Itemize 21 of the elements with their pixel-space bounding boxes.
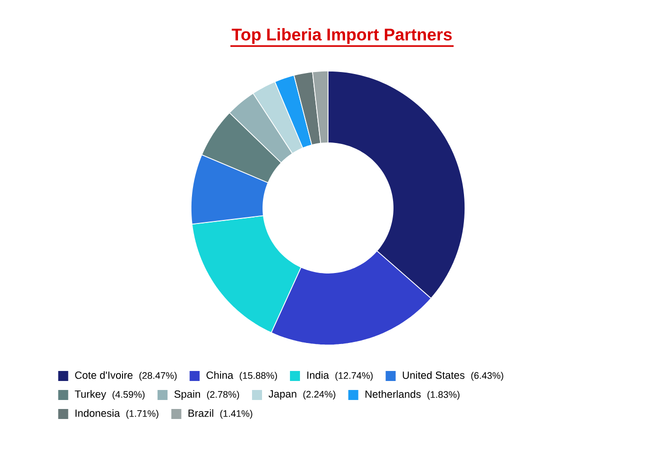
chart-title: Top Liberia Import Partners	[232, 28, 452, 44]
legend-label: India	[307, 371, 330, 379]
data-label: (6.43%)	[471, 372, 504, 381]
data-label: (2.24%)	[303, 390, 336, 400]
legend-label: Netherlands	[366, 390, 421, 398]
legend-label: Spain	[174, 390, 200, 400]
data-label: (1.83%)	[428, 390, 460, 400]
data-label: (15.88%)	[240, 372, 277, 381]
legend-label: United States	[402, 371, 464, 379]
legend-label: Turkey	[74, 390, 106, 400]
data-label: (12.74%)	[335, 372, 373, 381]
legend-label: Brazil	[188, 409, 214, 417]
legend-label: Japan	[268, 390, 296, 400]
legend-label: Cote d'Ivoire	[75, 371, 133, 379]
data-label: (1.41%)	[220, 410, 252, 419]
legend-label: Indonesia	[76, 409, 120, 417]
data-label: (2.78%)	[207, 390, 240, 400]
data-label: (1.71%)	[126, 410, 158, 419]
data-label: (4.59%)	[112, 390, 145, 400]
legend-label: China	[206, 371, 234, 379]
data-label: (28.47%)	[139, 372, 177, 381]
